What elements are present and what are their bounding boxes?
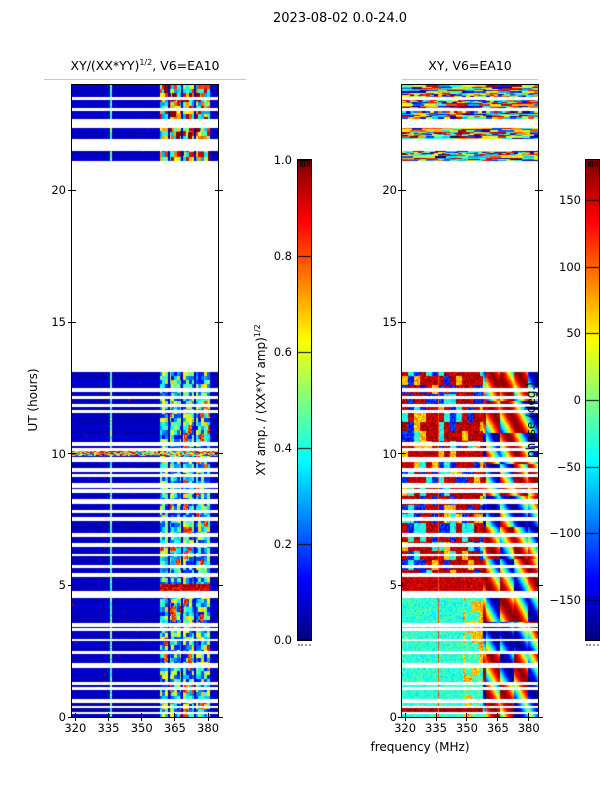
colorbar-tick-label: 0.4 — [273, 441, 292, 455]
y-tick-mark — [67, 584, 76, 586]
right-colorbar-canvas — [586, 160, 599, 640]
y-tick-mark — [397, 321, 406, 323]
left-panel-title-post: , V6=EA10 — [152, 58, 220, 73]
y-tick-mark — [397, 716, 406, 718]
x-tick-label: 380 — [517, 721, 540, 735]
x-tick-mark — [207, 713, 209, 721]
y-tick-mark — [534, 453, 543, 455]
y-tick-label: 10 — [51, 446, 66, 461]
colorbar-tick-label: 1.0 — [273, 153, 292, 167]
figure-title: 2023-08-02 0.0-24.0 — [273, 11, 407, 26]
right-colorbar-label: phase (deg.) — [524, 382, 538, 458]
y-tick-mark — [534, 584, 543, 586]
left-colorbar-minor-dots — [298, 644, 311, 646]
x-tick-label: 380 — [197, 721, 220, 735]
left-heatmap-canvas — [72, 85, 218, 717]
right-heatmap-canvas — [402, 85, 538, 717]
left-title-underline — [44, 79, 246, 80]
colorbar-tick-label: 0.2 — [273, 537, 292, 551]
y-tick-mark — [67, 716, 76, 718]
left-colorbar-label-sup: 1/2 — [253, 324, 262, 338]
x-tick-mark — [497, 713, 499, 721]
y-tick-label: 10 — [382, 446, 397, 461]
x-tick-mark — [108, 713, 109, 721]
y-tick-mark — [214, 321, 223, 323]
colorbar-tick-label: −150 — [549, 593, 581, 607]
colorbar-tick-label: 50 — [566, 326, 581, 341]
left-colorbar-label-pre: XY amp. / (XX*YY amp) — [254, 337, 268, 476]
left-colorbar-label: XY amp. / (XX*YY amp)1/2 — [253, 324, 268, 476]
colorbar-tick-label: −100 — [549, 526, 581, 541]
x-tick-label: 350 — [455, 721, 478, 735]
y-tick-label: 0 — [389, 710, 397, 724]
y-tick-label: 20 — [51, 183, 66, 198]
y-tick-mark — [67, 453, 76, 455]
right-panel-title: XY, V6=EA10 — [428, 58, 511, 73]
right-colorbar-minor-dots — [586, 644, 599, 646]
y-tick-mark — [397, 453, 406, 455]
left-colorbar-canvas — [298, 160, 311, 640]
right-title-underline — [402, 79, 538, 80]
y-tick-mark — [214, 453, 223, 455]
y-tick-label: 20 — [382, 183, 397, 198]
y-tick-mark — [214, 584, 223, 586]
left-panel-title: XY/(XX*YY)1/2, V6=EA10 — [71, 58, 220, 73]
left-panel-title-pre: XY/(XX*YY) — [70, 58, 140, 73]
x-tick-mark — [141, 713, 143, 721]
y-tick-mark — [67, 189, 76, 191]
y-tick-mark — [534, 189, 543, 191]
colorbar-tick-label: 0.8 — [273, 249, 292, 263]
y-tick-mark — [214, 189, 223, 191]
y-tick-label: 15 — [51, 315, 66, 329]
x-axis-label: frequency (MHz) — [370, 740, 470, 754]
y-tick-mark — [397, 189, 406, 191]
x-tick-label: 320 — [64, 721, 87, 735]
x-tick-mark — [435, 713, 437, 721]
y-tick-mark — [534, 716, 543, 718]
y-tick-label: 5 — [58, 578, 66, 593]
x-tick-label: 350 — [130, 721, 153, 735]
left-panel-title-sup: 1/2 — [139, 57, 153, 67]
x-tick-label: 365 — [163, 721, 186, 735]
y-tick-mark — [67, 321, 76, 323]
x-tick-label: 320 — [394, 721, 417, 735]
x-tick-mark — [466, 713, 468, 721]
x-tick-mark — [528, 713, 530, 721]
y-tick-mark — [397, 584, 406, 586]
y-tick-label: 15 — [382, 315, 397, 329]
y-tick-label: 5 — [389, 578, 397, 593]
y-tick-label: 0 — [58, 710, 66, 724]
right-panel-title-text: XY, V6=EA10 — [428, 58, 512, 73]
y-axis-label: UT (hours) — [26, 368, 40, 432]
y-tick-mark — [214, 716, 223, 718]
x-tick-label: 335 — [425, 721, 447, 735]
colorbar-tick-label: −50 — [556, 459, 581, 474]
colorbar-tick-label: 100 — [559, 259, 581, 274]
x-tick-label: 365 — [486, 721, 509, 735]
colorbar-tick-label: 0 — [573, 393, 581, 407]
y-tick-mark — [534, 321, 543, 323]
x-tick-label: 335 — [97, 721, 120, 735]
colorbar-tick-label: 0.0 — [273, 633, 292, 647]
colorbar-tick-label: 0.6 — [273, 345, 292, 359]
x-tick-mark — [174, 713, 176, 721]
colorbar-tick-label: 150 — [559, 193, 581, 207]
